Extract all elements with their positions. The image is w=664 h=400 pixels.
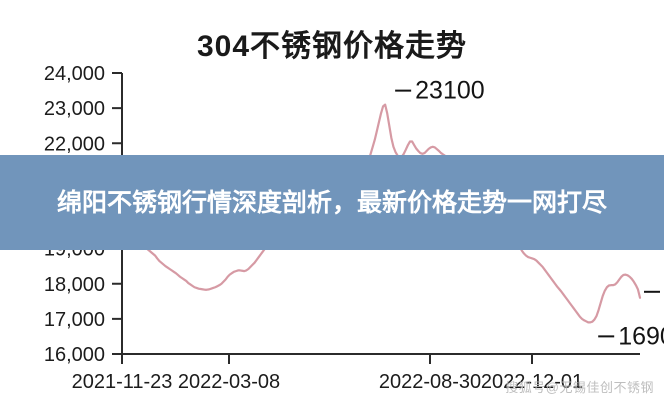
headline-title: 绵阳不锈钢行情深度剖析，最新价格走势一网打尽 <box>56 188 607 217</box>
x-tick-label: 2022-08-30 <box>379 371 481 393</box>
source-watermark: 搜狐号@无锡佳创不锈钢 <box>505 380 654 395</box>
x-tick-label: 2022-12-01 <box>481 371 583 393</box>
x-tick-label: 2022-03-08 <box>178 371 280 393</box>
y-tick-label: 23,000 <box>44 98 105 120</box>
y-tick-label: 17,000 <box>44 309 105 331</box>
y-tick-label: 16,000 <box>44 344 105 366</box>
x-axis-ticks: 2021-11-23 2022-03-08 2022-08-30 2022-12-01 <box>72 354 583 393</box>
data-annotations: 231001690017600 <box>395 77 664 350</box>
y-tick-label: 22,000 <box>44 133 105 155</box>
y-tick-label: 24,000 <box>44 63 105 85</box>
price-line-series <box>120 103 642 324</box>
annotation-label: 16900 <box>618 322 664 350</box>
x-tick-label: 2021-11-23 <box>72 371 173 393</box>
chart-title: 304不锈钢价格走势 <box>197 30 467 63</box>
y-tick-label: 18,000 <box>44 274 105 296</box>
annotation-label: 23100 <box>415 77 485 105</box>
headline-overlay-band: 绵阳不锈钢行情深度剖析，最新价格走势一网打尽 <box>0 155 664 250</box>
series-group <box>120 103 642 324</box>
